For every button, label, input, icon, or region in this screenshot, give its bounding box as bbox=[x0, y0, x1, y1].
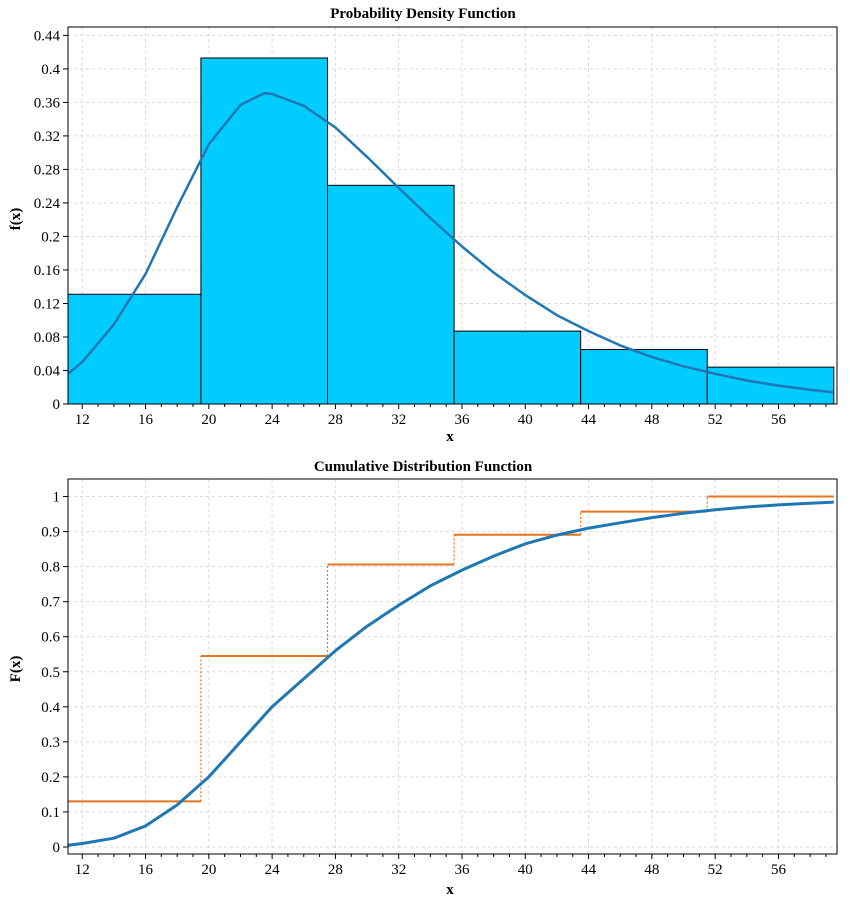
y-axis-label: f(x) bbox=[8, 208, 24, 231]
x-tick-label: 52 bbox=[708, 862, 723, 878]
y-tick-label: 0 bbox=[53, 397, 61, 413]
x-tick-label: 40 bbox=[518, 862, 533, 878]
y-tick-label: 0.4 bbox=[41, 62, 60, 78]
x-tick-label: 44 bbox=[581, 412, 597, 428]
x-tick-label: 24 bbox=[265, 412, 281, 428]
y-tick-label: 0.44 bbox=[34, 28, 61, 44]
x-tick-label: 44 bbox=[581, 862, 597, 878]
density-curve bbox=[67, 91, 834, 394]
plot-frame bbox=[67, 26, 838, 405]
y-tick-label: 0.36 bbox=[34, 95, 61, 111]
y-tick-label: 0.4 bbox=[41, 700, 60, 716]
x-tick-label: 36 bbox=[454, 862, 470, 878]
y-axis-label: F(x) bbox=[8, 656, 24, 683]
histogram-bar bbox=[580, 349, 708, 405]
y-tick-label: 0.9 bbox=[41, 525, 60, 541]
y-tick-label: 0.3 bbox=[41, 735, 60, 751]
histogram-bar bbox=[453, 330, 582, 405]
plot-frame bbox=[67, 478, 838, 855]
x-tick-label: 32 bbox=[391, 862, 406, 878]
pdf-chart: Probability Density Function x f(x) 12 16… bbox=[8, 6, 838, 445]
plot-background bbox=[68, 479, 837, 854]
y-tick-label: 0.7 bbox=[41, 595, 60, 611]
x-tick-label: 12 bbox=[75, 862, 90, 878]
plot-area: 12 16 20 24 28 32 36 40 44 48 52 56 0 0.1 0.2 0.3 0.4 0.5… bbox=[41, 478, 838, 878]
y-tick-label: 1 bbox=[53, 490, 61, 506]
cdf-curve bbox=[67, 500, 834, 847]
y-tick-label: 0.28 bbox=[34, 162, 60, 178]
y-tick-label: 0.32 bbox=[34, 129, 60, 145]
x-tick-label: 16 bbox=[138, 412, 154, 428]
x-tick-label: 56 bbox=[771, 412, 787, 428]
x-tick-label: 12 bbox=[75, 412, 90, 428]
x-tick-label: 36 bbox=[454, 412, 470, 428]
y-tick-label: 0 bbox=[53, 840, 61, 856]
y-tick-label: 0.24 bbox=[34, 196, 61, 212]
x-tick-label: 56 bbox=[771, 862, 787, 878]
x-tick-label: 20 bbox=[201, 862, 216, 878]
y-tick-label: 0.6 bbox=[41, 630, 60, 646]
x-tick-label: 40 bbox=[518, 412, 533, 428]
chart-title: Probability Density Function bbox=[330, 6, 516, 22]
x-tick-label: 32 bbox=[391, 412, 406, 428]
y-tick-label: 0.8 bbox=[41, 560, 60, 576]
x-tick-label: 48 bbox=[644, 412, 659, 428]
y-tick-label: 0.08 bbox=[34, 330, 60, 346]
histogram-bar bbox=[326, 184, 455, 405]
chart-title: Cumulative Distribution Function bbox=[314, 459, 533, 475]
x-tick-label: 28 bbox=[328, 862, 343, 878]
x-axis-label: x bbox=[446, 882, 454, 898]
x-tick-label: 16 bbox=[138, 862, 154, 878]
y-tick-label: 0.5 bbox=[41, 665, 60, 681]
y-tick-label: 0.2 bbox=[41, 229, 60, 245]
plot-area: 12 16 20 24 28 32 36 40 44 48 52 56 0 0.04 0.08 0.12 0.1… bbox=[34, 26, 838, 428]
y-tick-label: 0.04 bbox=[34, 363, 61, 379]
y-tick-label: 0.1 bbox=[41, 805, 60, 821]
x-tick-label: 48 bbox=[644, 862, 659, 878]
histogram-bar bbox=[67, 293, 202, 405]
x-axis-label: x bbox=[446, 429, 454, 445]
y-tick-label: 0.2 bbox=[41, 770, 60, 786]
x-tick-label: 28 bbox=[328, 412, 343, 428]
y-tick-label: 0.16 bbox=[34, 263, 61, 279]
y-tick-label: 0.12 bbox=[34, 296, 60, 312]
x-tick-label: 24 bbox=[265, 862, 281, 878]
histogram-bar bbox=[200, 57, 328, 405]
x-tick-label: 20 bbox=[201, 412, 216, 428]
x-tick-label: 52 bbox=[708, 412, 723, 428]
cdf-chart: Cumulative Distribution Function x F(x) … bbox=[8, 459, 838, 898]
